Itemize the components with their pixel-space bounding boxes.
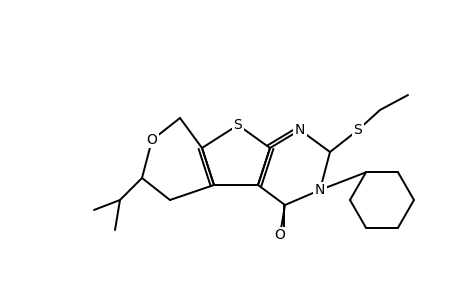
Text: O: O	[146, 133, 157, 147]
Text: O: O	[274, 228, 285, 242]
Text: S: S	[353, 123, 362, 137]
Text: N: N	[294, 123, 304, 137]
Text: S: S	[233, 118, 242, 132]
Text: N: N	[314, 183, 325, 197]
